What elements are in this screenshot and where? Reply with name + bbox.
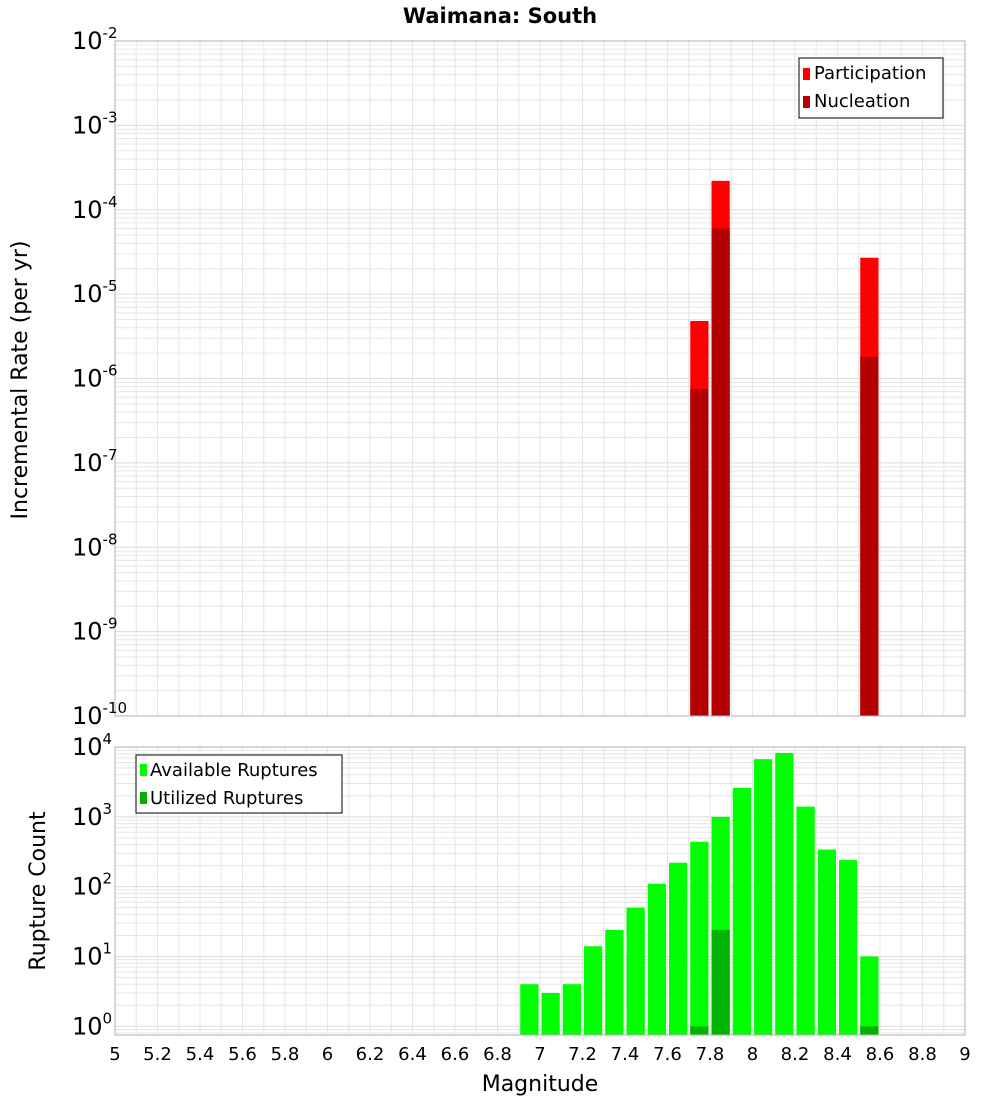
y-tick-label: 102	[72, 870, 112, 901]
x-tick-label: 7.6	[653, 1044, 682, 1065]
nucleation-bar	[690, 389, 709, 716]
top-plot-bars	[690, 180, 879, 716]
top-y-tick-labels: 10-2 10-3 10-4 10-5 10-6 10-7 10-8 10-9 10-10	[72, 24, 127, 730]
y-tick-label: 10-2	[72, 24, 118, 55]
x-tick-label: 6	[322, 1044, 333, 1065]
available-ruptures-bar	[796, 806, 815, 1035]
x-tick-label: 6.2	[356, 1044, 385, 1065]
y-tick-label: 10-4	[72, 193, 118, 224]
utilized-ruptures-bar	[690, 1026, 709, 1035]
y-tick-label: 10-7	[72, 446, 118, 477]
x-tick-label: 6.4	[398, 1044, 427, 1065]
x-tick-label: 5.4	[186, 1044, 215, 1065]
bottom-y-tick-labels: 104 103 102 101 100	[72, 730, 112, 1040]
bottom-y-axis-label: Rupture Count	[26, 811, 51, 971]
top-y-axis-label: Incremental Rate (per yr)	[8, 241, 33, 520]
available-ruptures-bar	[817, 849, 836, 1035]
top-legend-box	[798, 57, 944, 119]
y-tick-label: 10-6	[72, 362, 118, 393]
x-tick-label: 8.4	[823, 1044, 852, 1065]
x-tick-label: 5.6	[228, 1044, 257, 1065]
legend-label-nucleation: Nucleation	[814, 91, 910, 112]
bottom-plot-frame	[114, 746, 966, 1036]
y-tick-label: 10-9	[72, 615, 118, 646]
available-ruptures-bar	[775, 753, 794, 1035]
x-tick-label: 6.8	[483, 1044, 512, 1065]
x-tick-label: 7	[534, 1044, 545, 1065]
x-tick-label: 5.2	[143, 1044, 172, 1065]
y-tick-label: 104	[72, 730, 112, 761]
x-tick-labels: 5 5.2 5.4 5.6 5.8 6 6.2 6.4 6.6 6.8 7 7.2 7.4 7.6 7.8 8…	[109, 1044, 970, 1065]
top-plot-grid	[114, 40, 966, 717]
legend-label-participation: Participation	[814, 63, 926, 84]
y-tick-label: 10-5	[72, 277, 118, 308]
available-ruptures-bar	[541, 992, 560, 1035]
available-ruptures-bar	[669, 862, 688, 1035]
y-tick-label: 10-10	[72, 699, 127, 730]
available-ruptures-bar	[626, 907, 645, 1035]
available-ruptures-bar	[647, 883, 666, 1035]
x-axis-label: Magnitude	[482, 1072, 599, 1097]
x-tick-label: 5.8	[271, 1044, 300, 1065]
nucleation-bar	[711, 228, 730, 716]
legend-swatch-nucleation	[803, 96, 810, 108]
x-tick-label: 9	[959, 1044, 970, 1065]
x-tick-label: 5	[109, 1044, 120, 1065]
x-tick-label: 7.2	[568, 1044, 597, 1065]
available-ruptures-bar	[732, 787, 751, 1035]
chart-title: Waimana: South	[403, 4, 597, 28]
legend-swatch-utilized	[140, 792, 147, 804]
legend-label-available: Available Ruptures	[150, 760, 318, 781]
legend-label-utilized: Utilized Ruptures	[150, 788, 303, 809]
available-ruptures-bar	[520, 984, 539, 1035]
y-tick-label: 103	[72, 800, 112, 831]
x-tick-label: 6.6	[441, 1044, 470, 1065]
x-tick-label: 8.8	[908, 1044, 937, 1065]
available-ruptures-bar	[839, 860, 858, 1035]
legend-swatch-participation	[803, 68, 810, 80]
bottom-plot-bars	[520, 753, 879, 1035]
available-ruptures-bar	[562, 984, 581, 1035]
top-legend: Participation Nucleation	[798, 57, 944, 119]
y-tick-label: 10-3	[72, 108, 118, 139]
bottom-legend-box	[135, 754, 343, 814]
bottom-legend: Available Ruptures Utilized Ruptures	[135, 754, 343, 814]
utilized-ruptures-bar	[860, 1026, 879, 1035]
x-tick-label: 7.4	[611, 1044, 640, 1065]
x-tick-label: 7.8	[696, 1044, 725, 1065]
nucleation-bar	[860, 356, 879, 716]
y-tick-label: 100	[72, 1009, 112, 1040]
x-tick-label: 8	[747, 1044, 758, 1065]
x-tick-label: 8.6	[866, 1044, 895, 1065]
utilized-ruptures-bar	[711, 929, 730, 1035]
available-ruptures-bar	[605, 929, 624, 1035]
top-plot-frame	[114, 40, 966, 717]
legend-swatch-available	[140, 764, 147, 776]
available-ruptures-bar	[584, 946, 603, 1035]
y-tick-label: 101	[72, 939, 112, 970]
available-ruptures-bar	[690, 841, 709, 1035]
available-ruptures-bar	[754, 759, 773, 1035]
x-tick-label: 8.2	[781, 1044, 810, 1065]
y-tick-label: 10-8	[72, 530, 118, 561]
available-ruptures-bar	[860, 956, 879, 1035]
